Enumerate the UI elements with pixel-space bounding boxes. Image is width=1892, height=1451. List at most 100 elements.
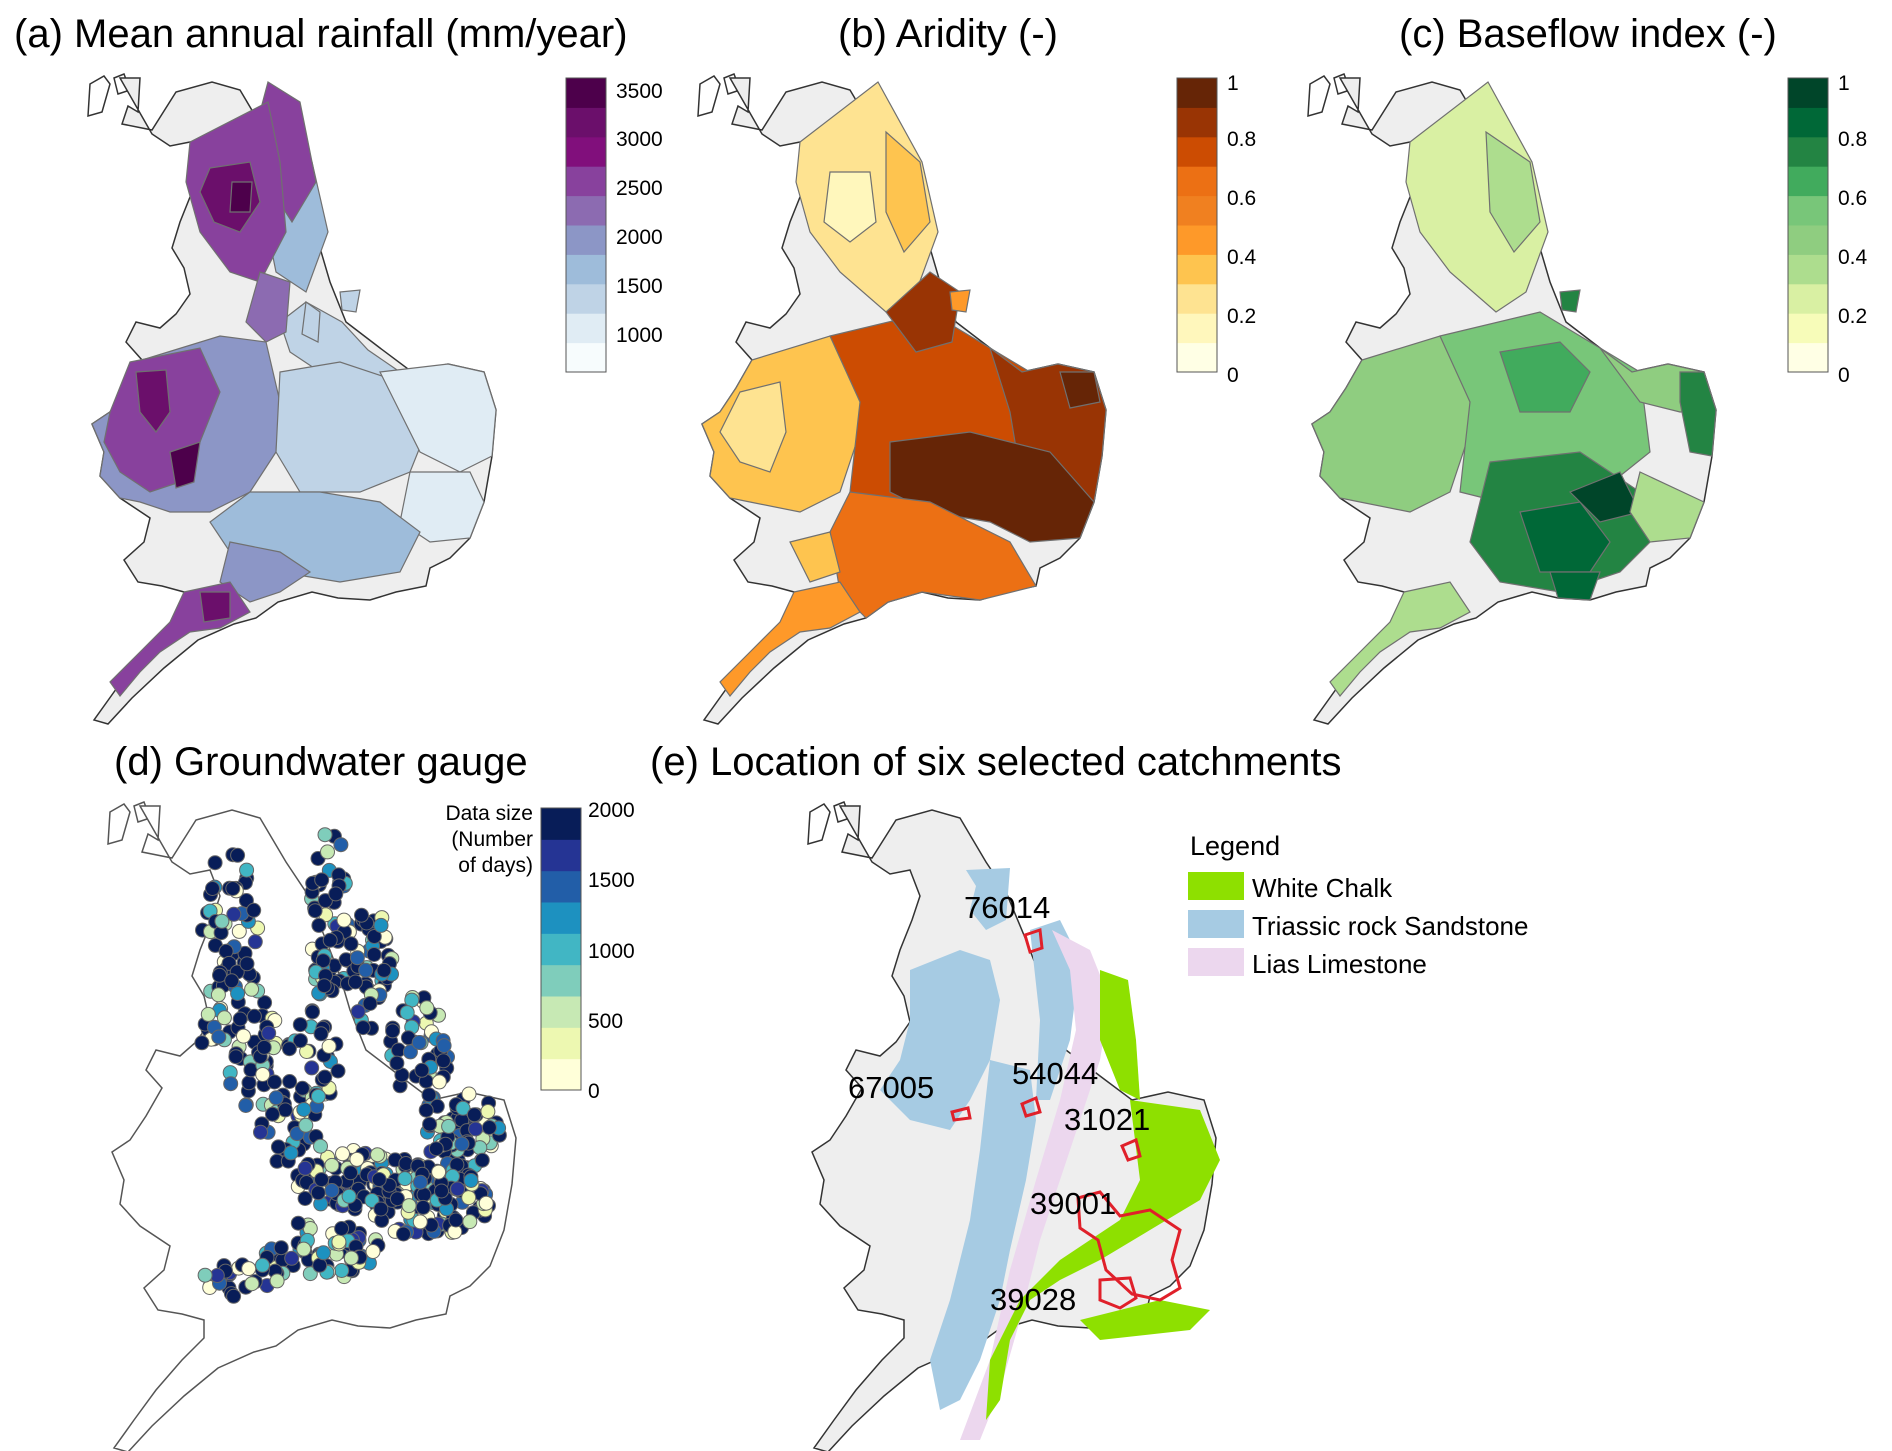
- gauge-point: [214, 913, 230, 929]
- gauge-point: [365, 1244, 381, 1259]
- gauge-point: [454, 1136, 470, 1152]
- colorbar-step: [1177, 136, 1217, 167]
- gauge-point: [421, 1087, 437, 1103]
- gauge-point: [336, 912, 352, 928]
- gauge-point: [312, 1257, 328, 1273]
- gauge-point: [431, 1074, 447, 1090]
- gauge-point: [304, 1060, 320, 1076]
- geology-chalk: [986, 970, 1220, 1420]
- gauge-point: [376, 962, 392, 978]
- panel-c-map: [1307, 73, 1717, 725]
- gauge-point: [313, 1026, 329, 1042]
- colorbar-frame: [1787, 77, 1829, 373]
- gauge-point: [334, 1221, 350, 1236]
- colorbar-step: [566, 136, 606, 167]
- gauge-point: [320, 844, 335, 860]
- gauge-point: [355, 1020, 371, 1036]
- colorbar-step: [541, 996, 581, 1028]
- panel-c-catchments: [1311, 81, 1717, 697]
- gauge-point: [225, 881, 241, 896]
- gauge-point: [335, 1146, 350, 1162]
- catchment-76014-outline: [1023, 927, 1044, 954]
- tick-0.4: 0.4: [1227, 246, 1257, 269]
- gauge-point: [273, 1240, 289, 1256]
- colorbar-step: [1788, 78, 1828, 108]
- panel-e-map: 76014 67005 54044 31021 39001 39028: [807, 801, 1220, 1451]
- gauge-point: [316, 978, 332, 994]
- gauge-point: [281, 1041, 297, 1057]
- panel-b-title: (b) Aridity (-): [838, 12, 1058, 56]
- gauge-point: [267, 1074, 282, 1090]
- gauge-point: [244, 981, 260, 997]
- gauge-point: [416, 1187, 432, 1203]
- colorbar-frame: [1176, 77, 1218, 373]
- gauge-point: [315, 1245, 331, 1261]
- colorbar-step: [1177, 283, 1217, 314]
- gauge-point: [328, 886, 344, 902]
- gauge-point: [317, 1069, 333, 1085]
- tick-3000: 3000: [616, 128, 663, 151]
- catchment-39001-outline: [1076, 1190, 1182, 1302]
- catchment-39028-outline: [1098, 1276, 1138, 1310]
- legend-label-white-chalk: White Chalk: [1252, 873, 1393, 903]
- gauge-point: [435, 1053, 451, 1069]
- gauge-point: [194, 1035, 210, 1051]
- colorbar-step: [541, 964, 581, 997]
- label-76014: 76014: [964, 890, 1050, 925]
- gauge-point: [431, 1164, 447, 1180]
- gauge-point: [385, 1023, 401, 1039]
- colorbar-step: [541, 1027, 581, 1060]
- gauge-point: [310, 1088, 326, 1104]
- panel-b-colorbar-ticks: 1 0.8 0.6 0.4 0.2 0: [1227, 72, 1257, 387]
- gauge-point: [366, 947, 382, 962]
- gauge-point: [205, 881, 220, 896]
- gauge-point: [455, 1100, 471, 1116]
- gauge-point: [314, 1172, 329, 1188]
- colorbar-step: [566, 342, 606, 373]
- panel-a-title: (a) Mean annual rainfall (mm/year): [14, 12, 628, 56]
- gauge-point: [389, 1055, 405, 1071]
- gauge-point: [231, 923, 247, 939]
- tick-1500: 1500: [616, 275, 663, 298]
- colorbar-step: [1177, 78, 1217, 108]
- legend-label-sandstone: Triassic rock Sandstone: [1252, 911, 1528, 941]
- colorbar-step: [541, 902, 581, 934]
- tick-0.6: 0.6: [1838, 187, 1867, 210]
- gauge-point: [412, 1214, 428, 1230]
- legend-swatch-sandstone: [1188, 910, 1244, 938]
- gauge-point: [397, 1171, 413, 1187]
- gauge-point: [434, 1183, 449, 1199]
- colorbar-step: [566, 195, 606, 226]
- tick-0.2: 0.2: [1227, 305, 1256, 328]
- panel-c-colorbar: [1787, 77, 1829, 373]
- tick-1500: 1500: [588, 869, 635, 892]
- label-31021: 31021: [1064, 1102, 1150, 1137]
- legend-swatch-limestone: [1188, 948, 1244, 976]
- gauge-point: [480, 1104, 496, 1119]
- gauge-point: [418, 1102, 434, 1118]
- panel-b-colorbar: [1176, 77, 1218, 373]
- gauge-point: [350, 1004, 366, 1020]
- gauge-point: [200, 1006, 216, 1022]
- tick-500: 500: [588, 1010, 623, 1033]
- gauge-point: [324, 1157, 340, 1173]
- gauge-point: [307, 903, 323, 919]
- colorbar-title-line2: (Number: [451, 828, 533, 851]
- catchment-67005-outline: [950, 1106, 972, 1122]
- gauge-point: [255, 1257, 270, 1273]
- gauge-point: [211, 1029, 227, 1045]
- gauge-point: [238, 1098, 254, 1113]
- gauge-point: [411, 1035, 427, 1050]
- gauge-point: [207, 855, 223, 871]
- panel-d-map: [107, 801, 517, 1451]
- colorbar-step: [1788, 313, 1828, 344]
- gauge-point: [343, 1165, 359, 1181]
- gauge-point: [402, 1044, 418, 1060]
- gauge-point: [373, 1201, 389, 1217]
- panel-a-colorbar: [565, 77, 607, 373]
- gauge-point: [399, 1005, 415, 1021]
- gauge-point: [283, 1145, 299, 1161]
- gauge-point: [389, 1191, 405, 1207]
- colorbar-title-line1: Data size: [445, 802, 533, 825]
- gauge-point: [294, 1080, 310, 1096]
